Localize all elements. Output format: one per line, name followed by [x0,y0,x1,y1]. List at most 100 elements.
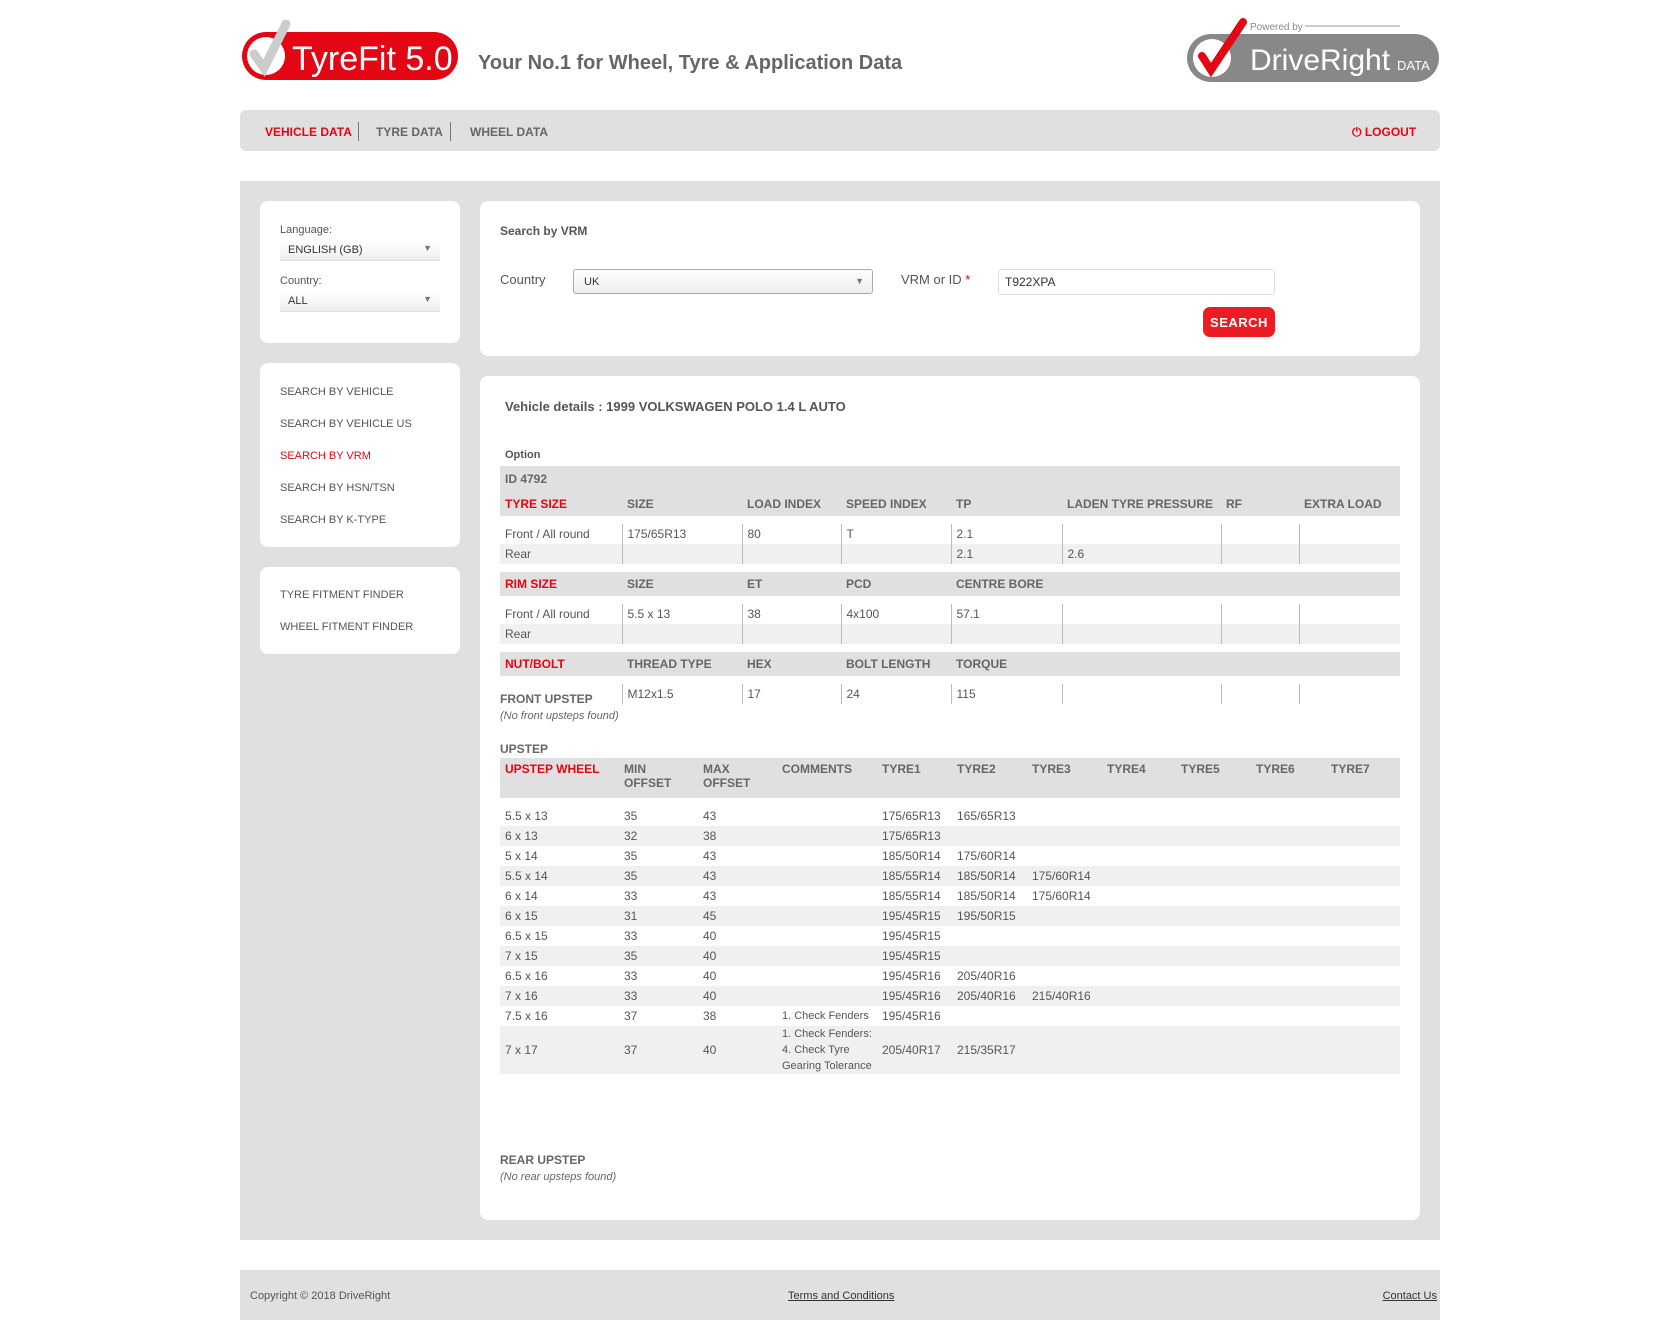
cell: HEX [742,652,841,676]
cell: SIZE [622,572,742,596]
spacer [500,516,1400,524]
country-dropdown[interactable]: UK ▼ [573,269,873,294]
cell [1326,1006,1400,1026]
cell [777,946,877,966]
cell [1102,806,1176,826]
cell [1102,1006,1176,1026]
upstep-row: 5 x 14 35 43 185/50R14 175/60R14 [500,846,1400,866]
cell [1102,826,1176,846]
spacer [500,596,1400,604]
cell [1027,806,1102,826]
cell [1251,886,1326,906]
cell [1220,684,1299,704]
cell: 215/40R16 [1027,986,1102,1006]
cell [1176,826,1251,846]
cell [1176,1026,1251,1074]
footer: Copyright © 2018 DriveRight Terms and Co… [240,1270,1440,1320]
cell [1027,906,1102,926]
spacer [500,798,1400,806]
cell: 31 [619,906,698,926]
cell: TYRE2 [952,758,1027,798]
cell [1102,1026,1176,1074]
cell [1062,572,1221,596]
nav-wheel-data[interactable]: WHEEL DATA [470,125,548,139]
cell: 6.5 x 15 [505,929,548,943]
cell: CENTRE BORE [951,572,1062,596]
terms-link[interactable]: Terms and Conditions [788,1290,895,1302]
cell [1299,652,1401,676]
cell [1251,826,1326,846]
option-id-row: ID 4792 [500,466,1401,491]
cell: 40 [698,1026,777,1074]
cell [1102,926,1176,946]
cell: 40 [703,929,717,943]
logout-button[interactable]: ⏻ LOGOUT [1352,125,1416,140]
upstep-row: 7 x 15 35 40 195/45R15 [500,946,1400,966]
cell: Front / All round [505,527,590,541]
cell: LADEN TYRE PRESSURE [1062,491,1221,516]
upstep-row: 7.5 x 16 37 38 1. Check Fenders 195/45R16 [500,1006,1400,1026]
cell [1251,926,1326,946]
nav-tyre-data[interactable]: TYRE DATA [376,125,443,139]
cell [1102,906,1176,926]
cell [1251,866,1326,886]
tagline: Your No.1 for Wheel, Tyre & Application … [478,52,903,74]
cell: 5.5 x 13 [505,809,548,823]
sidebar-item-search-by-vehicle-us[interactable]: SEARCH BY VEHICLE US [280,418,412,430]
cell: 6 x 14 [505,889,538,903]
cell [1061,624,1221,644]
cell: 24 [840,684,951,704]
cell: 40 [698,986,777,1006]
cell [1326,1026,1400,1074]
upstep-row: 6 x 14 33 43 185/55R14 185/50R14 175/60R14 [500,886,1400,906]
cell [1102,846,1176,866]
nav-vehicle-data[interactable]: VEHICLE DATA [265,125,352,139]
cell: 175/65R13 [621,524,742,544]
cell [741,624,841,644]
sidebar-item-search-by-hsn-tsn[interactable]: SEARCH BY HSN/TSN [280,482,395,494]
sidebar-item-tyre-fitment-finder[interactable]: TYRE FITMENT FINDER [280,589,404,601]
cell: Rear [500,624,622,644]
cell: T [840,524,951,544]
cell: TORQUE [951,652,1062,676]
vrm-input[interactable] [998,269,1275,295]
cell: LOAD INDEX [742,491,841,516]
cell: 195/45R16 [882,969,941,983]
cell [1027,1006,1102,1026]
country-select[interactable]: ALL ▼ [280,292,440,312]
language-select[interactable]: ENGLISH (GB) ▼ [280,241,440,261]
contact-link[interactable]: Contact Us [1382,1290,1437,1302]
cell [1220,544,1299,564]
sidebar-item-search-by-k-type[interactable]: SEARCH BY K-TYPE [280,514,387,526]
upstep-row: 6 x 13 32 38 175/65R13 [500,826,1400,846]
cell [1251,1006,1326,1026]
cell [1299,572,1401,596]
vrm-label: VRM or ID * [901,272,970,287]
cell: 175/65R13 [882,809,941,823]
cell: MIN OFFSET [619,758,698,798]
tyre-header-row: TYRE SIZE SIZE LOAD INDEX SPEED INDEX TP LADE… [500,491,1401,516]
cell [1220,624,1299,644]
cell: 33 [619,986,698,1006]
cell: 195/45R15 [877,906,952,926]
sidebar-item-search-by-vrm[interactable]: SEARCH BY VRM [280,450,371,462]
cell [1326,966,1400,986]
search-button[interactable]: SEARCH [1203,307,1275,337]
upstep-row: 6 x 15 31 45 195/45R15 195/50R15 [500,906,1400,926]
cell: 185/50R14 [957,889,1016,903]
spacer [500,644,1400,652]
cell [1298,604,1401,624]
driveright-logo: Powered by DriveRight DATA [1187,18,1439,82]
cell [777,986,877,1006]
front-upstep-title: FRONT UPSTEP [500,692,593,706]
cell: 195/45R15 [877,946,952,966]
upstep-row: 5.5 x 13 35 43 175/65R13 165/65R13 [500,806,1400,826]
cell [1326,906,1400,926]
cell: SPEED INDEX [841,491,951,516]
cell: TYRE1 [877,758,952,798]
sidebar-item-search-by-vehicle[interactable]: SEARCH BY VEHICLE [280,386,394,398]
cell: Front / All round [505,607,590,621]
sidebar-item-wheel-fitment-finder[interactable]: WHEEL FITMENT FINDER [280,621,414,633]
cell: BOLT LENGTH [841,652,951,676]
cell: NUT/BOLT [500,652,622,676]
